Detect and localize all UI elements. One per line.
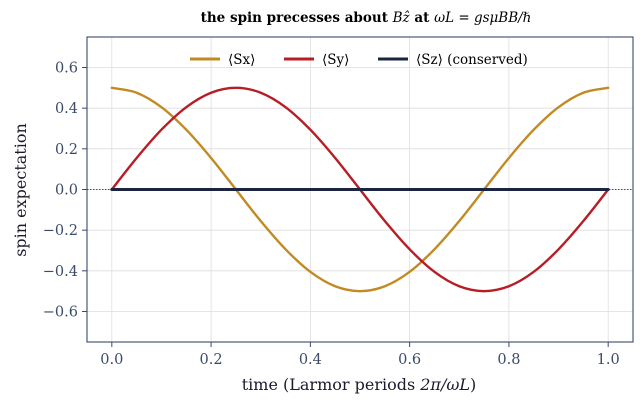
x-tick-label: 0.2 [200,352,223,368]
y-tick-label: 0.4 [55,101,78,117]
legend-label-3: ⟨Sz⟩ (conserved) [416,52,528,68]
series-group [110,86,610,293]
x-axis-label-math: 2π/ωL [419,375,470,394]
y-tick-label: −0.6 [43,305,78,321]
y-tick-label: 0.2 [55,142,78,158]
y-tick-label: 0.0 [55,183,78,199]
x-tick-label: 0.8 [497,352,520,368]
legend: ⟨Sx⟩ ⟨Sy⟩ ⟨Sz⟩ (conserved) [190,52,528,68]
title-frequency: ωL = gsμBB/ℏ [434,10,531,26]
y-tick-label: 0.6 [55,61,78,77]
title-field: Bẑ [392,10,411,26]
chart-title: the spin precesses about Bẑ at ωL = gsμB… [201,10,532,26]
x-axis-label-text: time (Larmor periods [242,375,421,394]
x-axis-label-close: ) [470,375,476,394]
x-axis-ticks: 0.0 0.2 0.4 0.6 0.8 1.0 [100,342,620,368]
legend-label-2: ⟨Sy⟩ [322,52,349,68]
x-tick-label: 0.0 [100,352,123,368]
y-axis-ticks: 0.6 0.4 0.2 0.0 −0.2 −0.4 −0.6 [43,61,87,321]
x-tick-label: 1.0 [597,352,620,368]
x-axis-label: time (Larmor periods 2π/ωL) [242,375,477,394]
y-tick-label: −0.4 [43,264,78,280]
series-line-1 [110,86,610,293]
x-tick-label: 0.6 [398,352,421,368]
y-axis-label: spin expectation [11,123,30,257]
legend-label-1: ⟨Sx⟩ [228,52,255,68]
title-prefix: the spin precesses about [201,10,393,26]
title-mid: at [410,10,434,26]
y-tick-label: −0.2 [43,223,78,239]
x-tick-label: 0.4 [299,352,322,368]
